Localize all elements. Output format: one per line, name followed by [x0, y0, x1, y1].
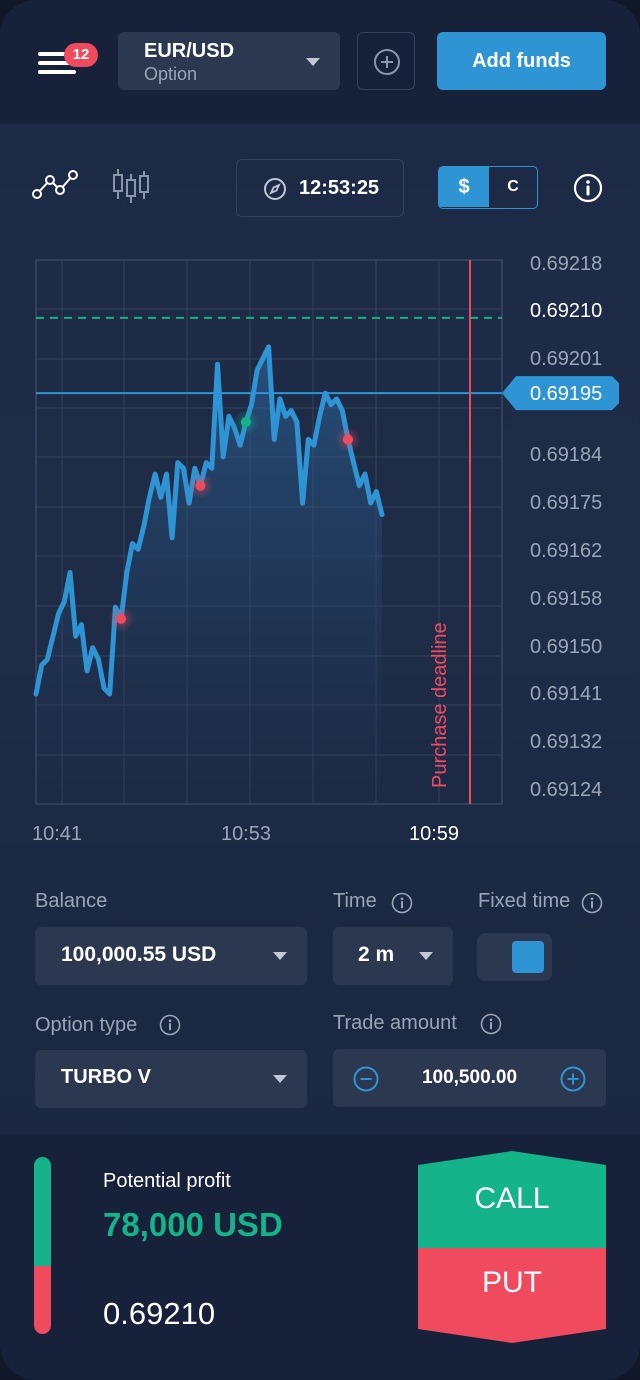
put-button-shape [418, 1248, 606, 1343]
y-tick-label: 0.69124 [530, 779, 602, 801]
trade-amount-label: Trade amount [333, 1012, 457, 1034]
y-tick-label: 0.69175 [530, 492, 602, 514]
compass-icon [264, 178, 286, 200]
call-button-shape [418, 1151, 606, 1248]
chevron-down-icon [306, 58, 320, 66]
x-tick-label: 10:41 [32, 823, 82, 845]
profit-indicator-bar [34, 1157, 51, 1334]
server-time-value: 12:53:25 [299, 177, 380, 199]
balance-value: 100,000.55 USD [61, 943, 217, 966]
price-area [36, 346, 382, 804]
call-put-buttons [418, 1151, 606, 1343]
y-tick-label: 0.69141 [530, 683, 602, 705]
call-button[interactable] [418, 1152, 606, 1248]
plus-circle-icon[interactable] [560, 1066, 586, 1092]
line-chart-icon[interactable] [32, 168, 80, 209]
fixed-time-toggle[interactable] [477, 933, 552, 981]
current-price-value: 0.69195 [530, 383, 602, 405]
price-chart[interactable]: Purchase deadline 0.69218 0.69210 0.69201 0… [0, 240, 640, 860]
info-icon[interactable] [391, 892, 413, 914]
trade-amount-input[interactable]: 100,500.00 [421, 1067, 518, 1088]
notification-badge[interactable]: 12 [64, 43, 98, 67]
info-icon[interactable] [573, 173, 603, 208]
y-tick-label: 0.69184 [530, 444, 602, 466]
y-tick-label: 0.69162 [530, 540, 602, 562]
trade-marker[interactable] [116, 613, 127, 624]
x-tick-label: 10:59 [409, 823, 459, 845]
minus-circle-icon[interactable] [353, 1066, 379, 1092]
time-select[interactable]: 2 m [333, 927, 453, 985]
price-line [33, 344, 385, 697]
chevron-down-icon [273, 1075, 287, 1083]
asset-pair-type: Option [144, 64, 198, 84]
y-tick-label: 0.69132 [530, 731, 602, 753]
time-value: 2 m [358, 943, 395, 966]
hamburger-icon[interactable] [38, 52, 80, 76]
balance-select[interactable]: 100,000.55 USD [35, 927, 307, 985]
purchase-deadline-label: Purchase deadline [429, 622, 451, 788]
add-asset-button[interactable] [357, 32, 415, 90]
potential-profit-value: 78,000 USD [103, 1206, 283, 1243]
y-tick-label: 0.69210 [530, 300, 602, 322]
currency-usd-option[interactable]: $ [439, 167, 489, 207]
trade-marker[interactable] [195, 480, 206, 491]
info-icon[interactable] [480, 1013, 502, 1035]
asset-pair-name: EUR/USD [144, 40, 235, 62]
candlestick-icon[interactable] [110, 166, 152, 211]
info-icon[interactable] [159, 1014, 181, 1036]
fixed-time-label: Fixed time [478, 890, 571, 912]
toggle-knob [512, 941, 544, 973]
option-type-select[interactable]: TURBO V [35, 1050, 307, 1108]
put-button[interactable] [418, 1248, 606, 1344]
chevron-down-icon [419, 952, 433, 960]
x-tick-label: 10:53 [221, 823, 271, 845]
asset-pair-select[interactable]: EUR/USD Option [118, 32, 340, 90]
currency-toggle: $ C [438, 166, 538, 209]
trade-amount-field: 100,500.00 [333, 1049, 606, 1107]
top-bar: 12 EUR/USD Option Add funds [0, 0, 640, 124]
current-price-tag: 0.69195 [502, 376, 619, 411]
strike-price: 0.69210 [103, 1296, 216, 1331]
trade-marker[interactable] [342, 434, 353, 445]
potential-profit-label: Potential profit [103, 1170, 231, 1192]
option-type-value: TURBO V [61, 1066, 151, 1088]
chevron-down-icon [273, 952, 287, 960]
y-tick-label: 0.69218 [530, 253, 602, 275]
option-type-label: Option type [35, 1014, 138, 1036]
y-tick-label: 0.69150 [530, 636, 602, 658]
y-tick-label: 0.69158 [530, 588, 602, 610]
trade-marker[interactable] [240, 417, 251, 428]
y-tick-label: 0.69201 [530, 348, 602, 370]
balance-label: Balance [35, 890, 108, 912]
plus-circle-icon [374, 49, 400, 75]
add-funds-button[interactable]: Add funds [437, 32, 606, 90]
server-time: 12:53:25 [236, 159, 404, 217]
currency-c-option[interactable]: C [507, 178, 519, 195]
info-icon[interactable] [581, 892, 603, 914]
time-label: Time [333, 890, 377, 912]
